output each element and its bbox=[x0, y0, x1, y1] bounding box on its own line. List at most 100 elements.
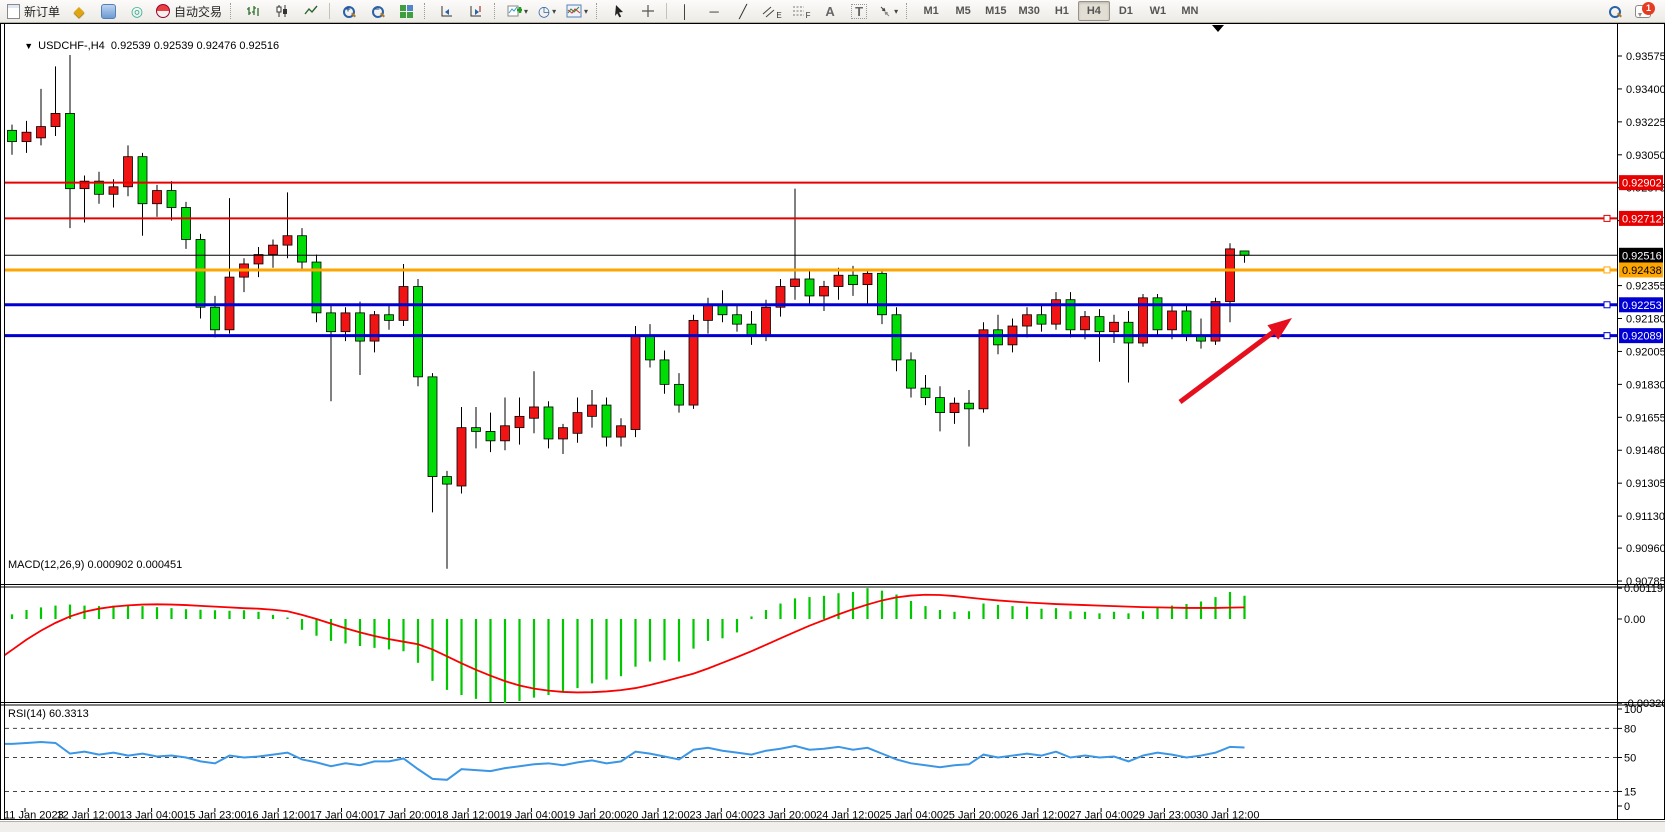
fibonacci-f-label: F bbox=[805, 11, 811, 20]
auto-trading-button[interactable]: 自动交易 bbox=[152, 1, 226, 21]
svg-text:0.91130: 0.91130 bbox=[1626, 511, 1665, 523]
cursor-button[interactable] bbox=[605, 1, 633, 21]
auto-trading-icon bbox=[156, 4, 171, 18]
arrow-annotation[interactable] bbox=[1178, 318, 1292, 405]
toolbar-separator bbox=[666, 3, 668, 19]
svg-text:27 Jan 04:00: 27 Jan 04:00 bbox=[1069, 810, 1133, 822]
svg-text:17 Jan 04:00: 17 Jan 04:00 bbox=[310, 810, 374, 822]
svg-text:19 Jan 04:00: 19 Jan 04:00 bbox=[500, 810, 564, 822]
line-handle-0.92089[interactable] bbox=[1603, 332, 1611, 340]
arrows-button[interactable]: ▾ bbox=[874, 1, 902, 21]
zoom-in-button[interactable]: + bbox=[334, 1, 362, 21]
svg-text:0.91305: 0.91305 bbox=[1626, 478, 1665, 490]
tile-windows-icon bbox=[399, 4, 413, 18]
price-label-box-0.92712 bbox=[1619, 210, 1663, 226]
signal-icon: ◎ bbox=[130, 3, 144, 19]
svg-text:15: 15 bbox=[1624, 786, 1636, 798]
toolbar-separator bbox=[329, 3, 331, 19]
price-label-box-0.92089 bbox=[1619, 328, 1663, 344]
signals-button[interactable]: ◎ bbox=[123, 1, 151, 21]
cursor-icon bbox=[614, 5, 623, 18]
line-handle-0.92438[interactable] bbox=[1603, 266, 1611, 274]
rsi-indicator-label: RSI(14) 60.3313 bbox=[8, 708, 89, 720]
dropdown-caret-icon: ▾ bbox=[524, 6, 529, 16]
dropdown-caret-icon: ▾ bbox=[584, 6, 589, 16]
gold-diamond-icon: ◆ bbox=[73, 3, 85, 19]
horizontal-line-button[interactable]: ─ bbox=[700, 1, 728, 21]
price-label-box-0.92438 bbox=[1619, 262, 1663, 278]
auto-scroll-icon bbox=[441, 6, 453, 17]
price-label-0.92712: 0.92712 bbox=[1622, 213, 1662, 225]
svg-text:50: 50 bbox=[1624, 753, 1636, 765]
toolbar-grip bbox=[230, 3, 235, 19]
chart-top-marker-icon bbox=[1212, 25, 1224, 32]
symbol-dropdown-icon[interactable]: ▼ bbox=[24, 41, 34, 51]
line-handle-0.92253[interactable] bbox=[1603, 301, 1611, 309]
chart-window[interactable]: 0.935750.934000.932250.930500.928750.927… bbox=[0, 23, 1665, 821]
vertical-line-icon: │ bbox=[681, 3, 690, 19]
svg-text:80: 80 bbox=[1624, 723, 1636, 735]
profile-icon bbox=[100, 3, 116, 19]
fibonacci-icon bbox=[792, 6, 804, 15]
price-label-0.92902: 0.92902 bbox=[1622, 178, 1662, 190]
market-watch-button[interactable] bbox=[94, 1, 122, 21]
new-order-button[interactable]: 新订单 bbox=[3, 1, 64, 21]
line-chart-button[interactable] bbox=[297, 1, 325, 21]
svg-text:25 Jan 20:00: 25 Jan 20:00 bbox=[943, 810, 1007, 822]
svg-text:0.93050: 0.93050 bbox=[1626, 150, 1665, 162]
metaquotes-button[interactable]: ◆ bbox=[65, 1, 93, 21]
channel-icon bbox=[763, 6, 775, 17]
notifications-button[interactable]: 1 bbox=[1629, 1, 1657, 21]
chart-symbol-label: USDCHF-,H4 bbox=[38, 40, 105, 52]
timeframe-M1[interactable]: M1 bbox=[923, 5, 939, 17]
toolbar: 新订单 ◆ ◎ 自动交易 + − ▾ ◷ ▾ bbox=[0, 0, 1665, 23]
timeframe-M5[interactable]: M5 bbox=[955, 5, 971, 17]
svg-text:0.90785: 0.90785 bbox=[1626, 576, 1665, 588]
line-handle-0.92712[interactable] bbox=[1603, 214, 1611, 222]
timeframe-H4[interactable]: H4 bbox=[1077, 1, 1110, 21]
new-order-label: 新订单 bbox=[24, 4, 61, 19]
rsi-line bbox=[5, 740, 1245, 781]
trendline-button[interactable]: ╱ bbox=[729, 1, 757, 21]
svg-text:0.001197: 0.001197 bbox=[1624, 583, 1665, 595]
svg-text:0.92180: 0.92180 bbox=[1626, 314, 1665, 326]
crosshair-icon bbox=[642, 5, 655, 17]
chart-shift-button[interactable] bbox=[462, 1, 490, 21]
svg-text:0.91830: 0.91830 bbox=[1626, 379, 1665, 391]
indicators-button[interactable]: ▾ bbox=[503, 1, 532, 21]
svg-text:19 Jan 20:00: 19 Jan 20:00 bbox=[563, 810, 627, 822]
timeframe-D1[interactable]: D1 bbox=[1118, 5, 1133, 17]
templates-button[interactable]: ▾ bbox=[562, 1, 592, 21]
bar-chart-button[interactable] bbox=[239, 1, 267, 21]
text-button[interactable]: A bbox=[816, 1, 844, 21]
timeframe-H1[interactable]: H1 bbox=[1054, 5, 1069, 17]
crosshair-button[interactable] bbox=[634, 1, 662, 21]
timeframe-M30[interactable]: M30 bbox=[1018, 5, 1040, 17]
zoom-out-button[interactable]: − bbox=[363, 1, 391, 21]
timeframe-W1[interactable]: W1 bbox=[1149, 5, 1167, 17]
timeframe-M15[interactable]: M15 bbox=[985, 5, 1007, 17]
periods-button[interactable]: ◷ ▾ bbox=[533, 1, 561, 21]
price-label-0.92089: 0.92089 bbox=[1622, 331, 1662, 343]
chart-shift-icon bbox=[470, 6, 482, 17]
equidistant-channel-button[interactable]: E bbox=[758, 1, 786, 21]
timeframe-MN[interactable]: MN bbox=[1181, 5, 1199, 17]
text-label-button[interactable]: T bbox=[845, 1, 873, 21]
auto-scroll-button[interactable] bbox=[433, 1, 461, 21]
status-bar bbox=[0, 821, 1665, 832]
svg-text:0: 0 bbox=[1624, 801, 1630, 813]
price-label-0.92516: 0.92516 bbox=[1622, 250, 1662, 262]
search-icon bbox=[1608, 5, 1621, 18]
candle-chart-button[interactable] bbox=[268, 1, 296, 21]
tile-windows-button[interactable] bbox=[392, 1, 420, 21]
vertical-line-button[interactable]: │ bbox=[671, 1, 699, 21]
fibonacci-button[interactable]: F bbox=[787, 1, 815, 21]
chart-canvas[interactable]: 0.935750.934000.932250.930500.928750.927… bbox=[0, 23, 1665, 821]
search-button[interactable] bbox=[1600, 1, 1628, 21]
bar-chart-icon bbox=[247, 6, 259, 16]
dropdown-caret-icon: ▾ bbox=[894, 6, 899, 16]
svg-text:12 Jan 12:00: 12 Jan 12:00 bbox=[56, 810, 120, 822]
svg-text:16 Jan 12:00: 16 Jan 12:00 bbox=[246, 810, 310, 822]
dropdown-caret-icon: ▾ bbox=[552, 6, 557, 16]
